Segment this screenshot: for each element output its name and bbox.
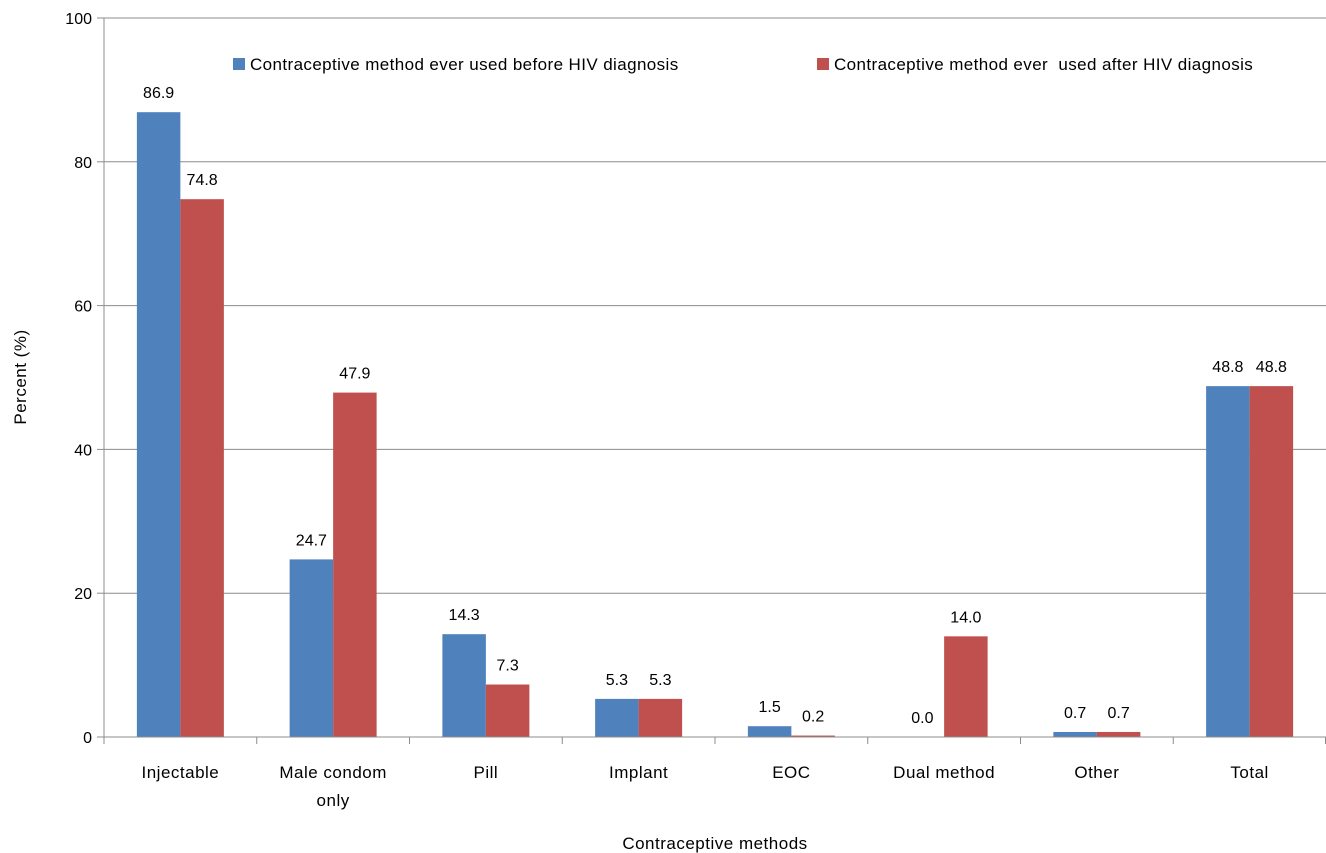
bar	[289, 559, 334, 737]
y-tick-label: 20	[74, 586, 92, 603]
bar	[791, 735, 835, 737]
y-tick-label: 60	[74, 299, 92, 316]
data-label: 48.8	[1212, 359, 1243, 376]
legend-label: Contraceptive method ever used after HIV…	[834, 55, 1253, 74]
bar	[485, 684, 530, 737]
y-tick-label: 0	[83, 730, 92, 747]
axes: 0 20 40 60 80 100 Injectable Male condom only Pil…	[65, 11, 1326, 810]
data-label: 14.3	[449, 607, 480, 624]
data-label: 0.7	[1064, 705, 1086, 722]
category-label: Male condom	[279, 763, 387, 782]
legend-swatch	[233, 58, 245, 70]
data-label: 24.7	[296, 532, 327, 549]
category-label: Other	[1074, 763, 1119, 782]
data-label: 86.9	[143, 85, 174, 102]
data-label: 74.8	[187, 172, 218, 189]
category-label: EOC	[772, 763, 810, 782]
bar	[1053, 731, 1097, 737]
category-label: Total	[1230, 763, 1268, 782]
legend-swatch	[817, 58, 829, 70]
bar	[1249, 386, 1294, 737]
data-label: 14.0	[950, 609, 981, 626]
bar	[333, 392, 377, 737]
category-label: Injectable	[141, 763, 219, 782]
x-axis-title: Contraceptive methods	[622, 834, 807, 853]
data-label: 5.3	[649, 672, 671, 689]
category-label: Dual method	[893, 763, 995, 782]
gridlines	[104, 17, 1326, 594]
y-axis-title: Percent (%)	[11, 329, 30, 424]
bar	[638, 698, 683, 737]
y-tick-label: 100	[65, 11, 92, 28]
legend: Contraceptive method ever used before HI…	[233, 55, 1253, 74]
data-label: 1.5	[759, 699, 781, 716]
legend-label: Contraceptive method ever used before HI…	[250, 55, 679, 74]
y-tick-label: 80	[74, 155, 92, 172]
category-label: Implant	[609, 763, 668, 782]
data-label: 0.7	[1108, 705, 1130, 722]
bar	[136, 112, 181, 737]
data-label: 7.3	[497, 658, 519, 675]
data-label: 48.8	[1256, 359, 1287, 376]
category-label: only	[317, 791, 350, 810]
category-label: Pill	[474, 763, 499, 782]
bar	[442, 634, 486, 737]
bar	[595, 698, 639, 737]
bar	[180, 199, 224, 738]
bar	[944, 636, 988, 737]
data-labels: 86.9 74.8 24.7 47.9 14.3 7.3 5.3 5.3 1.5 0.2 0.0 14…	[143, 85, 1287, 727]
bar	[1206, 386, 1250, 737]
y-tick-label: 40	[74, 442, 92, 459]
bar	[1096, 731, 1141, 737]
bar	[747, 726, 792, 737]
data-label: 0.2	[802, 709, 824, 726]
bars	[136, 112, 1294, 738]
data-label: 5.3	[606, 672, 628, 689]
data-label: 0.0	[911, 710, 933, 727]
data-label: 47.9	[339, 366, 370, 383]
